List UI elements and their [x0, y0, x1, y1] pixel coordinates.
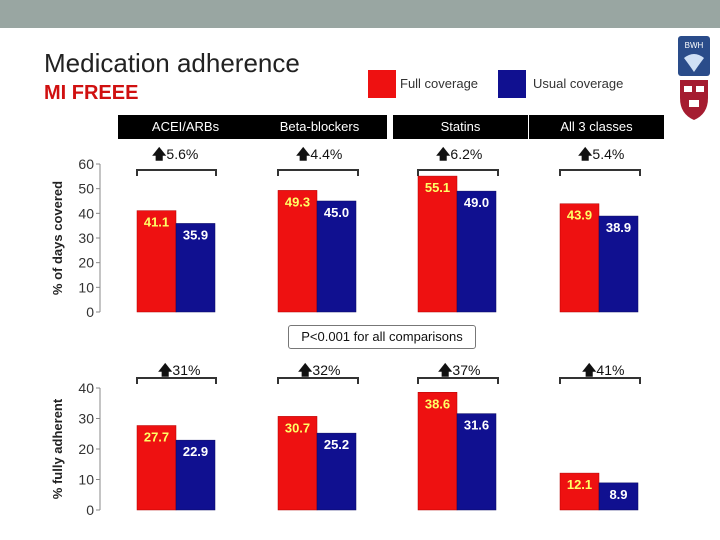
- y-tick-label: 50: [78, 181, 94, 197]
- up-arrow-icon: 🡅: [158, 362, 173, 378]
- y-tick-label: 30: [78, 230, 94, 246]
- legend-swatch-full: [368, 70, 396, 98]
- up-arrow-icon: 🡅: [298, 362, 313, 378]
- comparison-bracket: [136, 377, 217, 384]
- y-tick-label: 0: [86, 502, 94, 518]
- comparison-bracket: [559, 377, 641, 384]
- y-tick-label: 0: [86, 304, 94, 320]
- bar-value-label: 30.7: [285, 420, 310, 435]
- bar-adherent-full: [417, 392, 458, 511]
- bar-value-label: 31.6: [464, 418, 489, 433]
- bar-value-label: 25.2: [324, 437, 349, 452]
- up-arrow-icon: 🡅: [152, 146, 167, 162]
- y-tick-label: 20: [78, 255, 94, 271]
- adherent-increase-all: 🡅41%: [582, 362, 625, 378]
- bar-value-label: 35.9: [183, 227, 208, 242]
- logo-text: BWH: [685, 41, 704, 50]
- adherent-increase-acei: 🡅31%: [158, 362, 201, 378]
- up-arrow-icon: 🡅: [578, 146, 593, 162]
- up-arrow-icon: 🡅: [296, 146, 311, 162]
- legend-label-usual: Usual coverage: [533, 76, 624, 91]
- bar-adherent-usual: [456, 413, 497, 511]
- bar-days-usual: [456, 190, 497, 313]
- up-arrow-icon: 🡅: [436, 146, 451, 162]
- bar-adherent-full: [136, 425, 177, 511]
- y-axis-label-adherent: % fully adherent: [50, 398, 65, 499]
- legend-swatch-usual: [498, 70, 526, 98]
- comparison-bracket: [277, 169, 359, 176]
- y-tick-label: 40: [78, 205, 94, 221]
- bar-value-label: 45.0: [324, 205, 349, 220]
- bar-days-full: [136, 210, 177, 313]
- comparison-bracket: [417, 377, 499, 384]
- adherent-increase-statins: 🡅37%: [438, 362, 481, 378]
- bar-adherent-usual: [175, 439, 216, 511]
- page-subtitle: MI FREEE: [44, 82, 139, 104]
- days-increase-beta: 🡅4.4%: [296, 146, 343, 162]
- bar-value-label: 43.9: [567, 208, 592, 223]
- bwh-harvard-logo-icon: BWH: [678, 36, 710, 120]
- days-increase-all: 🡅5.4%: [578, 146, 625, 162]
- bar-days-full: [559, 203, 600, 313]
- bar-value-label: 38.9: [606, 220, 631, 235]
- bar-days-usual: [175, 223, 216, 313]
- bar-adherent-full: [277, 416, 318, 511]
- bar-value-label: 12.1: [567, 477, 592, 492]
- bar-value-label: 8.9: [609, 487, 627, 502]
- category-label-statins: Statins: [393, 115, 528, 139]
- category-label-acei: ACEI/ARBs: [118, 115, 253, 139]
- y-tick-label: 10: [78, 279, 94, 295]
- y-tick-label: 40: [78, 380, 94, 396]
- comparison-bracket: [559, 169, 641, 176]
- up-arrow-icon: 🡅: [438, 362, 453, 378]
- top-banner: [0, 0, 720, 28]
- category-label-beta: Beta-blockers: [252, 115, 387, 139]
- bar-value-label: 49.3: [285, 194, 310, 209]
- bar-days-usual: [598, 215, 639, 313]
- y-tick-label: 60: [78, 156, 94, 172]
- bar-days-full: [277, 190, 318, 313]
- y-axis-label-days: % of days covered: [50, 181, 65, 295]
- bar-value-label: 22.9: [183, 444, 208, 459]
- category-label-all: All 3 classes: [529, 115, 664, 139]
- bar-value-label: 49.0: [464, 195, 489, 210]
- days-increase-statins: 🡅6.2%: [436, 146, 483, 162]
- bar-value-label: 55.1: [425, 180, 450, 195]
- comparison-bracket: [136, 169, 217, 176]
- y-tick-label: 10: [78, 472, 94, 488]
- bar-value-label: 41.1: [144, 215, 169, 230]
- up-arrow-icon: 🡅: [582, 362, 597, 378]
- legend-label-full: Full coverage: [400, 76, 479, 91]
- comparison-bracket: [277, 377, 359, 384]
- bar-value-label: 27.7: [144, 430, 169, 445]
- bar-value-label: 38.6: [425, 396, 450, 411]
- page-title: Medication adherence: [44, 48, 300, 78]
- bar-days-full: [417, 175, 458, 313]
- y-tick-label: 20: [78, 441, 94, 457]
- bar-days-usual: [316, 200, 357, 313]
- comparison-bracket: [417, 169, 499, 176]
- bar-adherent-usual: [316, 432, 357, 511]
- y-tick-label: 30: [78, 411, 94, 427]
- adherent-increase-beta: 🡅32%: [298, 362, 341, 378]
- pvalue-note: P<0.001 for all comparisons: [288, 325, 476, 349]
- days-increase-acei: 🡅5.6%: [152, 146, 199, 162]
- bar-adherent-usual: [598, 482, 639, 511]
